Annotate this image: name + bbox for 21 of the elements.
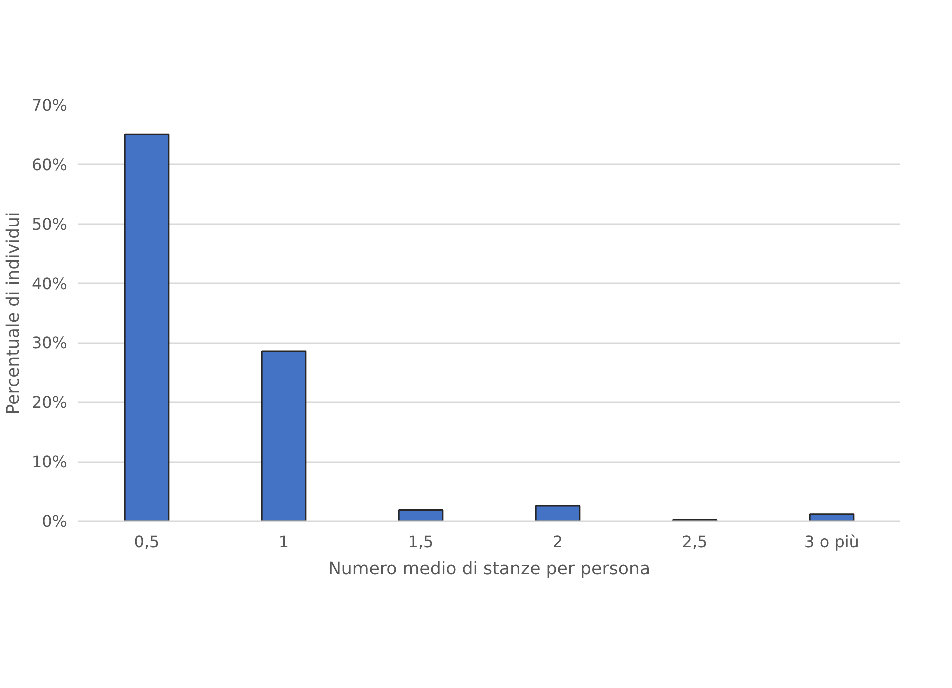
y-tick-label: 10%: [32, 452, 68, 472]
bar: [124, 134, 170, 522]
x-axis-title: Numero medio di stanze per persona: [328, 560, 651, 580]
y-tick-label: 0%: [42, 512, 68, 531]
bar: [535, 505, 581, 522]
x-tick-label: 1,5: [408, 532, 434, 552]
x-tick-label: 1: [278, 532, 290, 552]
y-tick-label: 50%: [32, 214, 68, 234]
y-tick-label: 70%: [32, 96, 68, 115]
bar: [809, 514, 855, 522]
y-tick-label: 40%: [32, 274, 68, 294]
x-tick-label: 3 o più: [804, 532, 860, 552]
bar: [398, 509, 444, 522]
x-tick-label: 2: [552, 532, 564, 552]
y-axis-title: Percentuale di individui: [4, 212, 24, 415]
y-tick-label: 30%: [32, 334, 68, 353]
x-tick-label: 2,5: [682, 532, 708, 552]
y-tick-label: 20%: [32, 393, 68, 412]
y-tick-label: 60%: [32, 155, 68, 174]
bar: [261, 350, 307, 522]
x-tick-label: 0,5: [134, 532, 160, 552]
